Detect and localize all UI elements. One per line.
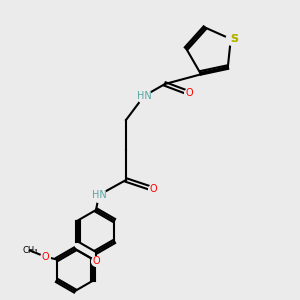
Text: S: S — [230, 34, 238, 44]
Text: CH₃: CH₃ — [22, 246, 38, 255]
Text: O: O — [185, 88, 193, 98]
Text: O: O — [149, 184, 157, 194]
Text: O: O — [41, 251, 49, 262]
Text: O: O — [92, 256, 100, 266]
Text: HN: HN — [136, 91, 152, 101]
Text: HN: HN — [92, 190, 106, 200]
Text: S: S — [230, 34, 238, 44]
